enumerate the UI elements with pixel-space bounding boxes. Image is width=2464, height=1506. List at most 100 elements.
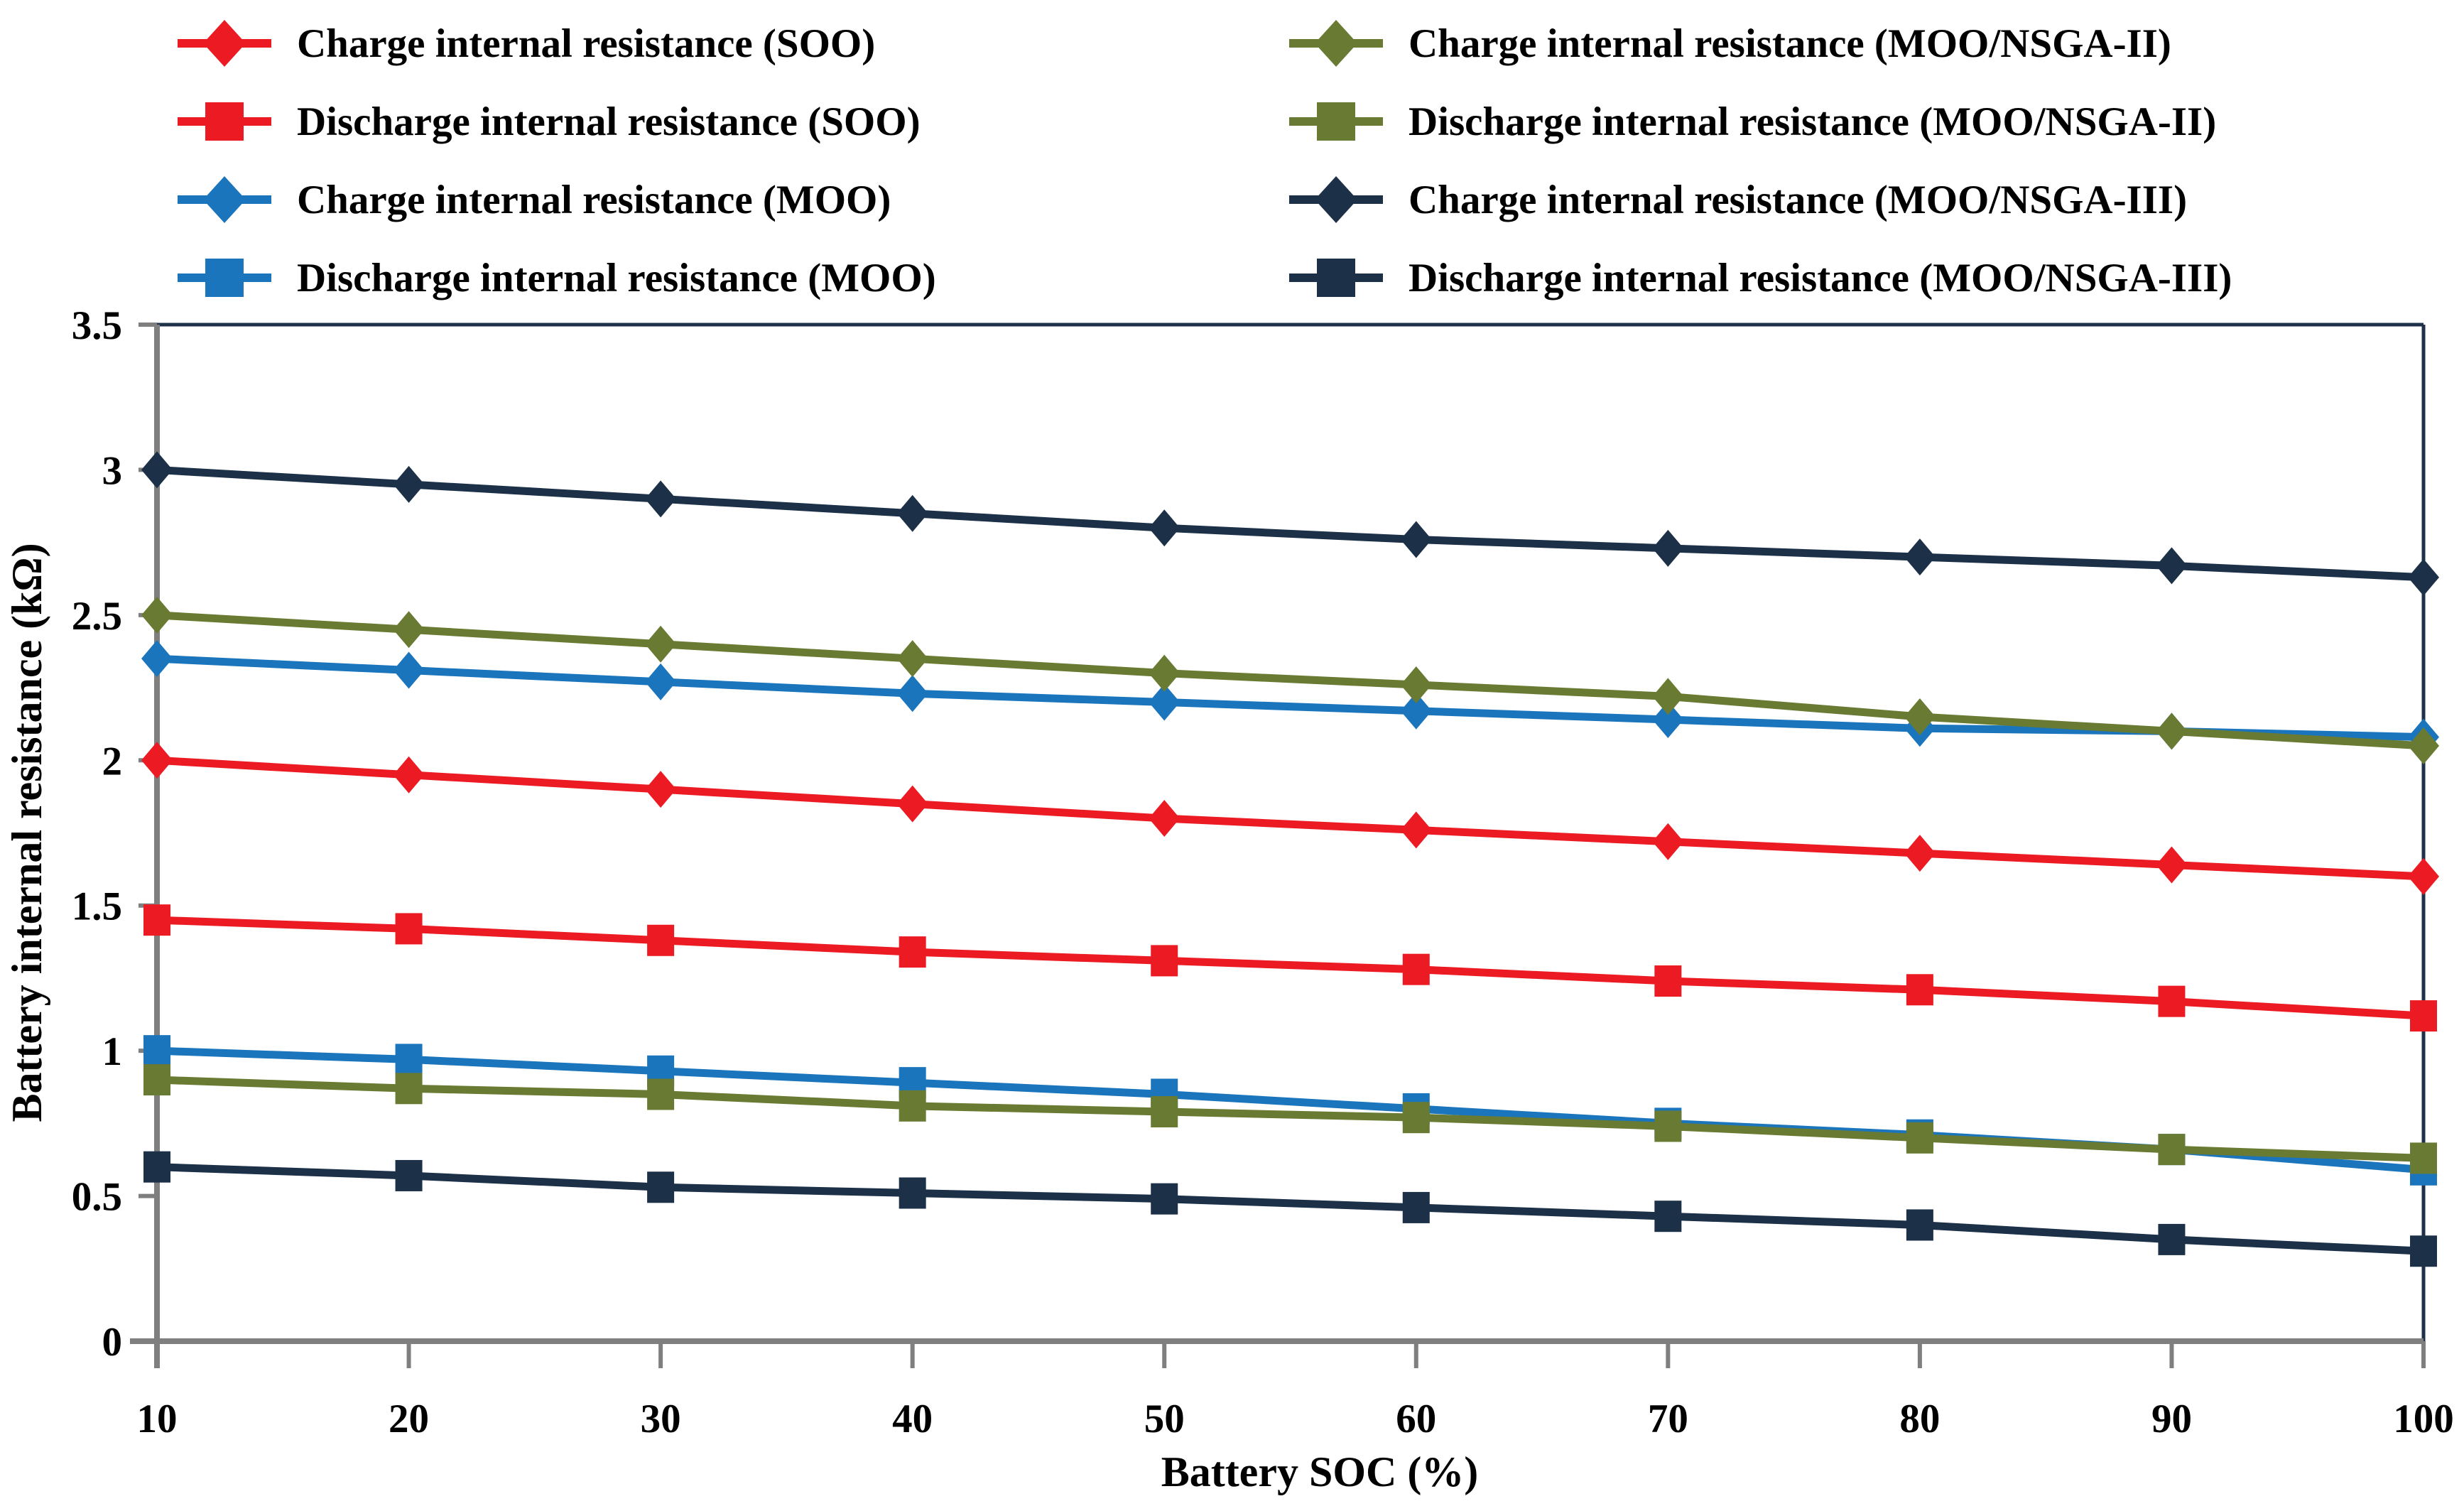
legend-label: Charge internal resistance (MOO/NSGA-II) (1409, 21, 2171, 66)
discharge-soo-square-marker-icon (1654, 965, 1682, 997)
discharge-nsga2-square-marker-icon (1402, 1102, 1430, 1134)
x-tick-label: 80 (1899, 1397, 1940, 1441)
discharge-soo-square-marker-icon (899, 936, 926, 968)
legend-key-discharge-soo (178, 97, 271, 146)
x-tick-label: 20 (389, 1397, 429, 1441)
legend-key-charge-soo (178, 18, 271, 68)
discharge-moo-square-marker-icon (143, 1035, 170, 1067)
legend-label: Charge internal resistance (SOO) (297, 21, 876, 66)
legend-item-charge-soo: Charge internal resistance (SOO) (178, 4, 1289, 82)
charge-soo-diamond-marker-icon (1149, 800, 1181, 838)
x-axis-title: Battery SOC (%) (1161, 1448, 1479, 1495)
discharge-nsga3-line (156, 1163, 2424, 1255)
legend-label: Discharge internal resistance (MOO/NSGA-… (1409, 99, 2217, 144)
square-marker-icon (205, 259, 244, 297)
charge-soo-diamond-marker-icon (1904, 835, 1936, 872)
charge-nsga3-diamond-marker-icon (1904, 538, 1936, 576)
discharge-nsga3-square-marker-icon (395, 1159, 423, 1191)
legend-key-discharge-nsga3 (1289, 253, 1383, 303)
legend-column-right: Charge internal resistance (MOO/NSGA-II)… (1289, 4, 2443, 317)
charge-nsga3-diamond-marker-icon (1149, 509, 1181, 547)
square-marker-icon (1317, 102, 1355, 141)
charge-moo-diamond-marker-icon (645, 663, 677, 700)
discharge-nsga2-square-marker-icon (899, 1090, 926, 1122)
diamond-marker-icon (1315, 176, 1357, 223)
discharge-soo-square-marker-icon (1402, 953, 1430, 985)
charge-soo-diamond-marker-icon (645, 771, 677, 808)
charge-nsga2-diamond-marker-icon (896, 640, 928, 678)
y-tick-label: 2.5 (72, 594, 122, 639)
charge-moo-diamond-marker-icon (1652, 701, 1684, 739)
charge-soo-diamond-marker-icon (1400, 811, 1432, 849)
y-axis-title: Battery internal resistance (kΩ) (4, 543, 50, 1122)
discharge-soo-square-marker-icon (2158, 985, 2186, 1017)
square-marker-icon (1317, 259, 1355, 297)
legend-item-charge-nsga2: Charge internal resistance (MOO/NSGA-II) (1289, 4, 2443, 82)
discharge-nsga2-square-marker-icon (395, 1073, 423, 1105)
plot-area: 10 20 30 40 50 60 70 80 90 100 0 0.5 1 1.5 2 2.5 3 3.5 (72, 303, 2454, 1441)
discharge-nsga2-square-marker-icon (2158, 1134, 2186, 1166)
legend-key-charge-nsga2 (1289, 18, 1383, 68)
charge-soo-line (156, 756, 2424, 881)
y-tick-label: 0.5 (72, 1175, 122, 1220)
discharge-nsga3-square-marker-icon (143, 1151, 170, 1183)
charge-nsga3-diamond-marker-icon (645, 480, 677, 518)
discharge-soo-line (156, 916, 2424, 1020)
x-tick-label: 60 (1396, 1397, 1436, 1441)
legend-label: Discharge internal resistance (SOO) (297, 99, 921, 144)
y-tick-label: 3.5 (72, 303, 122, 348)
discharge-soo-square-marker-icon (1906, 974, 1933, 1006)
discharge-nsga3-square-marker-icon (1906, 1209, 1933, 1241)
discharge-nsga3-square-marker-icon (1402, 1191, 1430, 1223)
legend-label: Discharge internal resistance (MOO/NSGA-… (1409, 255, 2232, 300)
legend-label: Charge internal resistance (MOO/NSGA-III… (1409, 177, 2188, 222)
legend-item-discharge-nsga3: Discharge internal resistance (MOO/NSGA-… (1289, 239, 2443, 317)
discharge-nsga3-square-marker-icon (1151, 1183, 1178, 1215)
diamond-marker-icon (1315, 20, 1357, 67)
charge-nsga3-diamond-marker-icon (1652, 529, 1684, 567)
x-tick-label: 70 (1648, 1397, 1688, 1441)
charge-nsga3-diamond-marker-icon (1400, 521, 1432, 558)
discharge-nsga3-square-marker-icon (2158, 1223, 2186, 1255)
legend-item-discharge-soo: Discharge internal resistance (SOO) (178, 82, 1289, 161)
charge-soo-diamond-marker-icon (896, 785, 928, 823)
discharge-nsga3-square-marker-icon (2410, 1235, 2437, 1267)
charge-moo-diamond-marker-icon (1149, 683, 1181, 721)
charge-moo-diamond-marker-icon (896, 675, 928, 713)
discharge-soo-square-marker-icon (647, 924, 675, 956)
discharge-nsga2-square-marker-icon (1654, 1110, 1682, 1142)
charge-nsga3-diamond-marker-icon (393, 465, 425, 503)
chart-legend: Charge internal resistance (SOO) Discharg… (178, 4, 2443, 317)
discharge-soo-square-marker-icon (395, 913, 423, 945)
legend-label: Discharge internal resistance (MOO) (297, 255, 936, 300)
legend-item-charge-nsga3: Charge internal resistance (MOO/NSGA-III… (1289, 161, 2443, 239)
charge-moo-diamond-marker-icon (393, 651, 425, 689)
charge-nsga3-diamond-marker-icon (896, 494, 928, 532)
discharge-moo-line (156, 1046, 2424, 1174)
charge-moo-line (156, 654, 2424, 742)
charge-nsga2-diamond-marker-icon (1400, 666, 1432, 703)
legend-key-charge-nsga3 (1289, 175, 1383, 224)
discharge-nsga2-square-marker-icon (1151, 1096, 1178, 1128)
legend-column-left: Charge internal resistance (SOO) Discharg… (178, 4, 1289, 317)
legend-key-discharge-nsga2 (1289, 97, 1383, 146)
y-tick-label: 3 (102, 448, 123, 493)
legend-item-discharge-nsga2: Discharge internal resistance (MOO/NSGA-… (1289, 82, 2443, 161)
charge-nsga2-diamond-marker-icon (1652, 678, 1684, 715)
charge-nsga2-diamond-marker-icon (2408, 727, 2439, 764)
charge-soo-diamond-marker-icon (2156, 846, 2188, 884)
x-tick-label: 50 (1144, 1397, 1185, 1441)
charge-moo-diamond-marker-icon (1400, 692, 1432, 730)
y-tick-label: 2 (102, 739, 123, 784)
discharge-soo-square-marker-icon (1151, 945, 1178, 977)
diamond-marker-icon (203, 176, 246, 223)
discharge-nsga3-square-marker-icon (647, 1171, 675, 1203)
diamond-marker-icon (203, 20, 246, 67)
discharge-moo-square-marker-icon (395, 1044, 423, 1076)
discharge-nsga2-square-marker-icon (647, 1078, 675, 1110)
discharge-nsga2-square-marker-icon (1906, 1122, 1933, 1154)
charge-nsga3-diamond-marker-icon (2408, 558, 2439, 596)
charge-nsga3-line (156, 465, 2424, 582)
charge-soo-diamond-marker-icon (2408, 857, 2439, 895)
